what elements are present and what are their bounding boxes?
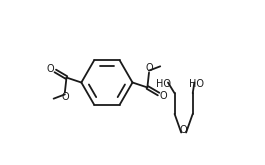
Text: HO: HO — [156, 79, 170, 89]
Text: O: O — [47, 64, 55, 74]
Text: O: O — [145, 63, 153, 73]
Text: O: O — [180, 125, 187, 134]
Text: HO: HO — [189, 79, 204, 89]
Text: O: O — [61, 92, 69, 102]
Text: O: O — [159, 91, 167, 101]
